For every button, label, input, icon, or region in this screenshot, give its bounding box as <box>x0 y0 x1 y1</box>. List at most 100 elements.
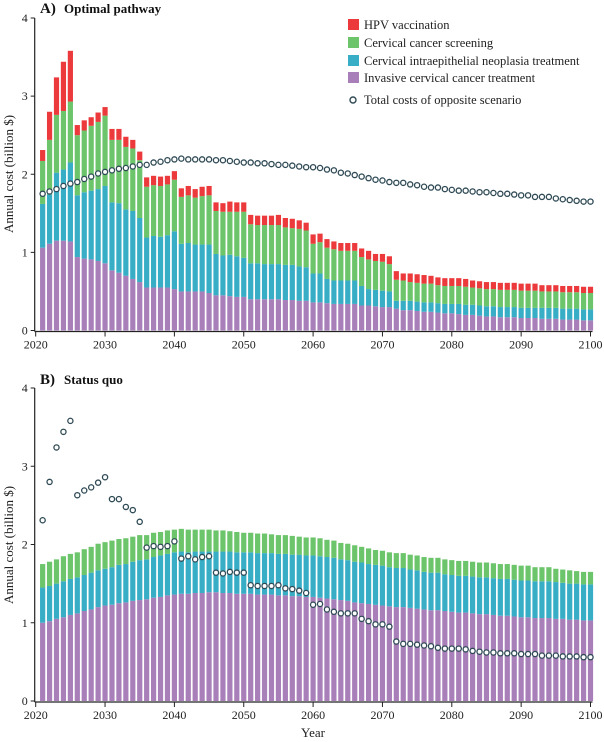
opposite-dot-2031 <box>108 495 116 503</box>
opposite-dot-2093 <box>538 193 546 201</box>
bar-hpv-2091 <box>525 283 531 291</box>
opposite-dot-2028 <box>87 173 95 180</box>
bar-invasive-2031 <box>109 270 115 331</box>
bar-cin-2049 <box>234 256 240 297</box>
bar-invasive-2055 <box>275 595 282 701</box>
bar-invasive-2029 <box>95 260 101 331</box>
bar-cin-2060 <box>310 273 316 303</box>
bar-cin-2023 <box>53 172 60 241</box>
bar-screening-2033 <box>123 146 129 210</box>
bar-screening-2039 <box>164 184 171 236</box>
bar-cin-2047 <box>220 255 226 296</box>
bar-cin-2084 <box>476 305 483 316</box>
bar-cin-2038 <box>157 236 164 288</box>
opposite-dot-2066 <box>351 610 358 617</box>
bar-hpv-2061 <box>317 233 323 243</box>
y-tick-label-0: 0 <box>22 694 28 708</box>
bar-hpv-2058 <box>296 220 302 229</box>
opposite-dot-2095 <box>552 195 560 202</box>
opposite-dot-2085 <box>483 188 490 196</box>
opposite-dot-2022 <box>46 478 53 486</box>
bar-invasive-2032 <box>116 272 122 331</box>
opposite-dot-2091 <box>524 650 532 658</box>
bar-screening-2076 <box>421 283 427 303</box>
opposite-dot-2074 <box>406 181 414 188</box>
bar-cin-2092 <box>532 307 538 318</box>
bar-screening-2086 <box>490 563 497 579</box>
bar-cin-2039 <box>164 235 171 288</box>
bar-screening-2045 <box>206 529 212 552</box>
bar-hpv-2077 <box>428 275 434 284</box>
bar-cin-2054 <box>268 553 275 595</box>
bar-invasive-2093 <box>539 318 545 331</box>
panel-b-bars <box>40 528 594 701</box>
bar-screening-2067 <box>359 546 365 563</box>
bar-cin-2062 <box>324 557 330 599</box>
bar-hpv-2067 <box>359 248 365 258</box>
bar-cin-2077 <box>428 302 434 312</box>
bar-invasive-2091 <box>525 318 531 331</box>
y-tick-label-3: 3 <box>22 459 28 473</box>
bar-invasive-2039 <box>164 595 171 701</box>
bar-screening-2088 <box>504 564 510 579</box>
bar-screening-2070 <box>379 550 386 566</box>
opposite-dot-2089 <box>510 191 518 198</box>
bar-cin-2083 <box>470 304 476 315</box>
opposite-dot-2027 <box>81 487 88 494</box>
bar-screening-2049 <box>234 211 240 257</box>
bar-invasive-2075 <box>414 608 420 701</box>
bar-hpv-2055 <box>275 214 282 226</box>
bar-cin-2024 <box>60 169 67 241</box>
opposite-dot-2035 <box>136 518 143 526</box>
opposite-dot-2084 <box>476 188 483 196</box>
opposite-dot-2049 <box>233 569 241 576</box>
bar-invasive-2082 <box>463 612 469 701</box>
bar-screening-2078 <box>435 285 441 304</box>
opposite-dot-2054 <box>268 582 275 590</box>
bar-cin-2037 <box>150 235 157 288</box>
bar-hpv-2026 <box>74 125 80 136</box>
panel-a-opposite-dots <box>39 155 594 205</box>
opposite-dot-2094 <box>545 652 553 659</box>
bar-cin-2035 <box>137 560 143 601</box>
bar-invasive-2088 <box>504 317 510 331</box>
bar-cin-2051 <box>248 263 254 300</box>
bar-invasive-2058 <box>296 300 302 331</box>
opposite-dot-2062 <box>323 166 331 173</box>
panel-b-status-quo: B) Status quo Annual cost (billion $) Ye… <box>1 372 603 740</box>
bar-cin-2022 <box>46 194 53 244</box>
bar-hpv-2078 <box>435 277 441 286</box>
x-tick-label-2090: 2090 <box>509 338 533 352</box>
bar-cin-2080 <box>449 575 455 612</box>
bar-screening-2095 <box>553 568 559 583</box>
bar-hpv-2062 <box>324 239 330 248</box>
bar-hpv-2050 <box>241 202 247 212</box>
opposite-dot-2083 <box>469 188 476 195</box>
legend-swatch-invasive <box>348 72 359 83</box>
y-tick-label-4: 4 <box>22 11 28 25</box>
bar-hpv-2090 <box>518 283 524 291</box>
bar-invasive-2048 <box>227 593 233 701</box>
bar-invasive-2038 <box>157 596 164 701</box>
bar-screening-2070 <box>379 261 386 291</box>
bar-invasive-2030 <box>102 263 108 331</box>
opposite-dot-2022 <box>46 188 53 195</box>
bar-screening-2057 <box>289 228 295 265</box>
bar-cin-2066 <box>352 280 358 304</box>
bar-cin-2032 <box>116 564 122 604</box>
bar-cin-2099 <box>580 309 587 321</box>
bar-invasive-2076 <box>421 609 427 701</box>
bar-cin-2053 <box>261 264 268 300</box>
bar-cin-2072 <box>393 300 399 309</box>
panel-a-title: Optimal pathway <box>64 1 162 16</box>
opposite-dot-2021 <box>39 190 46 198</box>
bar-screening-2060 <box>310 537 316 556</box>
bar-cin-2064 <box>338 559 344 601</box>
bar-invasive-2027 <box>81 611 87 701</box>
bar-cin-2070 <box>379 565 386 606</box>
panel-b-xlabel: Year <box>301 725 326 740</box>
opposite-dot-2032 <box>115 495 123 503</box>
bar-invasive-2093 <box>539 618 545 701</box>
bar-cin-2055 <box>275 264 282 300</box>
bar-invasive-2098 <box>574 319 580 331</box>
